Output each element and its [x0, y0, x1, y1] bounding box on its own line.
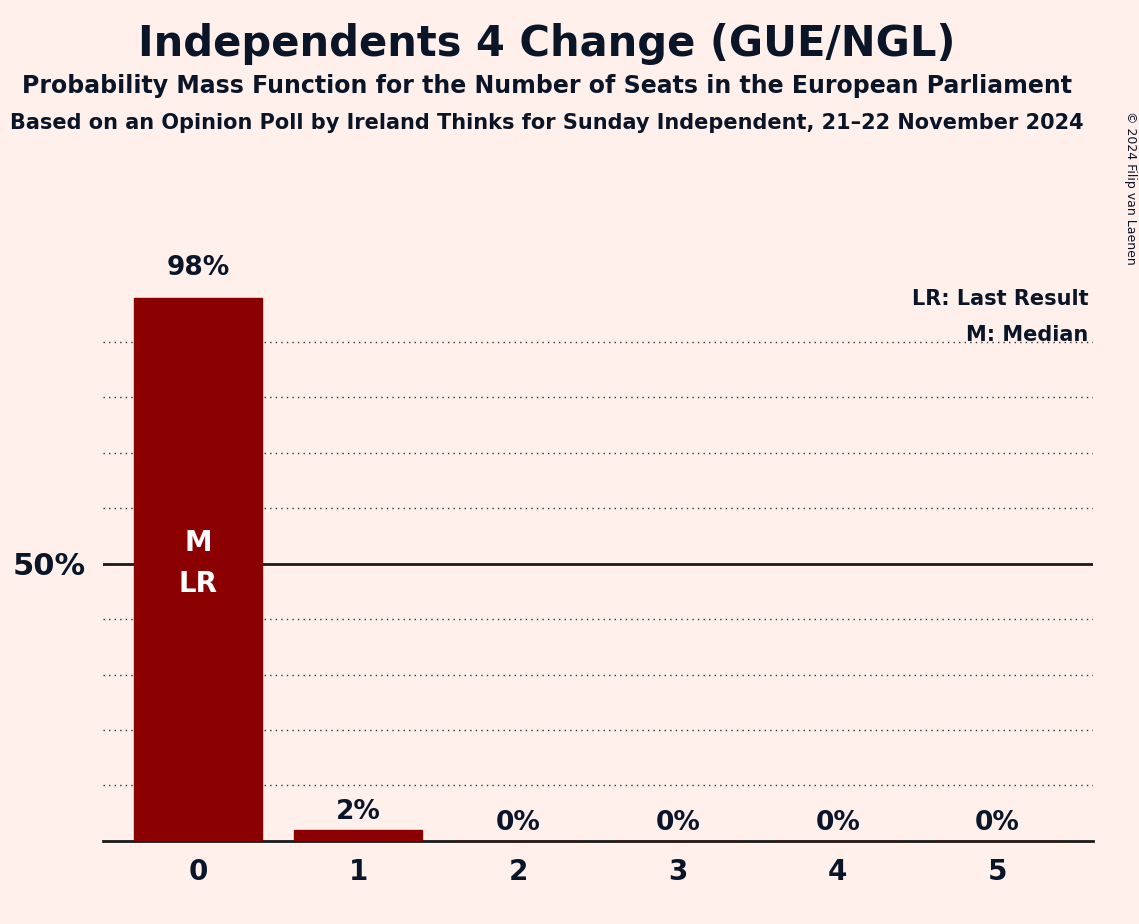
Text: 0%: 0% [655, 810, 700, 836]
Text: LR: Last Result: LR: Last Result [912, 289, 1089, 310]
Text: 98%: 98% [166, 255, 230, 281]
Text: 0%: 0% [816, 810, 860, 836]
Bar [134, 298, 262, 841]
Text: 0%: 0% [975, 810, 1021, 836]
Text: 2%: 2% [336, 799, 380, 825]
Text: Based on an Opinion Poll by Ireland Thinks for Sunday Independent, 21–22 Novembe: Based on an Opinion Poll by Ireland Thin… [10, 113, 1083, 133]
Text: M
LR: M LR [179, 529, 218, 598]
Text: Independents 4 Change (GUE/NGL): Independents 4 Change (GUE/NGL) [138, 23, 956, 65]
Text: © 2024 Filip van Laenen: © 2024 Filip van Laenen [1124, 111, 1137, 264]
Bar [294, 830, 423, 841]
Text: M: Median: M: Median [966, 325, 1089, 346]
Text: 0%: 0% [495, 810, 541, 836]
Text: Probability Mass Function for the Number of Seats in the European Parliament: Probability Mass Function for the Number… [22, 74, 1072, 98]
